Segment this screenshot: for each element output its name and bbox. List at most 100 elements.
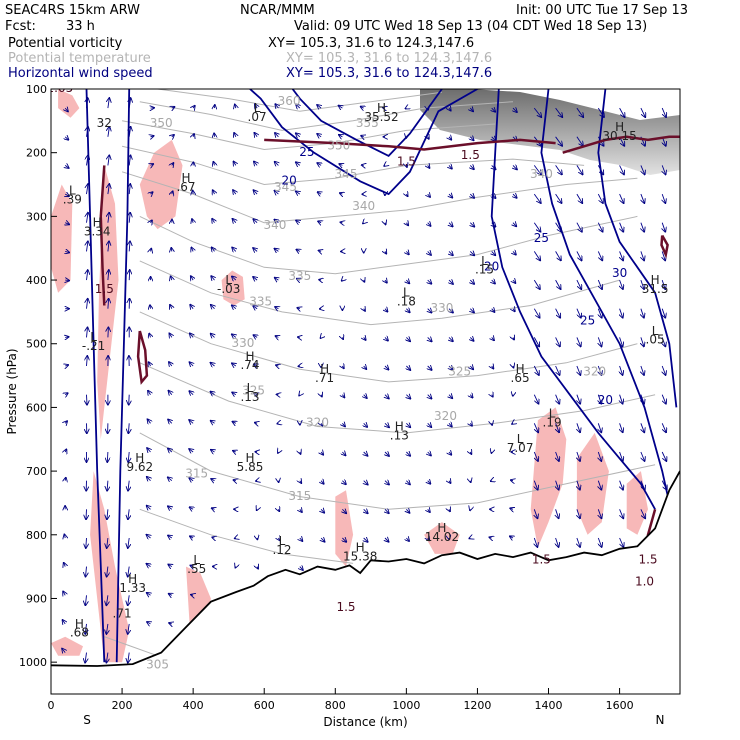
wind-vector-161	[232, 334, 236, 337]
wind-label-3: 20	[484, 260, 499, 274]
wind-vector-366	[513, 165, 517, 169]
extremum-letter-15: L	[247, 381, 254, 395]
wind-vector-171	[254, 133, 257, 137]
extremum-value-1: .07	[248, 110, 267, 124]
wind-vector-403	[555, 308, 561, 318]
wind-vector-160	[232, 305, 236, 308]
wind-vector-202	[278, 538, 280, 540]
wind-vector-287	[406, 194, 407, 196]
wind-vector-41	[108, 127, 110, 137]
wind-vector-301	[428, 137, 429, 139]
wind-vector-38	[85, 623, 86, 634]
extremum-value-25: .55	[187, 562, 206, 576]
wind-vector-134	[190, 566, 193, 567]
wind-vector-17	[63, 591, 65, 595]
wind-vector-266	[364, 509, 368, 513]
wind-vector-37	[85, 595, 86, 605]
pv-label-6: 1.0	[635, 575, 654, 589]
wind-vector-187	[275, 104, 278, 108]
wind-vector-372	[513, 337, 514, 339]
wind-vector-127	[190, 362, 194, 366]
wind-vector-45	[108, 241, 109, 252]
wind-vector-109	[169, 391, 172, 395]
wind-vector-458	[620, 509, 624, 518]
extremum-value-27: .71	[113, 607, 132, 621]
wind-vector-390	[533, 394, 538, 404]
theta-contour-310	[139, 508, 354, 564]
wind-vector-70	[129, 394, 130, 405]
wind-vector-459	[619, 537, 624, 547]
theta-contour-340	[121, 171, 638, 224]
wind-vector-336	[470, 223, 474, 227]
wind-vector-87	[150, 305, 151, 309]
x-tick-label-800: 800	[325, 699, 346, 712]
wind-vector-82	[151, 164, 154, 165]
wind-vector-119	[193, 134, 194, 137]
extremum-value-13: .74	[240, 358, 259, 372]
wind-vector-317	[449, 137, 451, 140]
y-axis-title: Pressure (hPa)	[5, 348, 19, 434]
wind-vector-108	[169, 362, 172, 366]
wind-vector-166	[234, 480, 236, 481]
wind-vector-312	[428, 452, 431, 456]
wind-vector-244	[342, 337, 343, 339]
wind-vector-420	[577, 337, 581, 346]
wind-vector-40	[108, 98, 109, 109]
theta-label-5: 345	[274, 180, 297, 194]
wind-vector-275	[385, 309, 388, 312]
wind-contour-20-5	[85, 89, 106, 663]
wind-vector-463	[641, 193, 645, 203]
wind-vector-42	[108, 155, 109, 166]
wind-vector-151	[212, 537, 214, 538]
theta-label-13: 325	[448, 365, 471, 379]
wind-vector-479	[662, 222, 665, 232]
extremum-value-15: .13	[240, 390, 259, 404]
wind-vector-85	[151, 249, 152, 252]
pv-label-4: 1.5	[336, 600, 355, 614]
wind-vector-59	[106, 652, 108, 663]
extremum-letter-7: L	[225, 273, 232, 287]
wind-vector-64	[129, 213, 130, 223]
field-name-theta: Potential temperature	[8, 51, 151, 66]
wind-vector-352	[492, 223, 496, 227]
wind-vector-130	[189, 449, 193, 452]
wind-vector-412	[576, 107, 583, 117]
pv-contour-4	[660, 234, 669, 259]
wind-vector-231	[321, 423, 322, 425]
wind-vector-39	[85, 652, 86, 663]
wind-vector-472	[641, 451, 645, 461]
wind-vector-205	[296, 162, 300, 165]
wind-vector-319	[449, 194, 452, 198]
wind-vector-129	[189, 420, 193, 423]
wind-vector-196	[276, 365, 278, 366]
theta-contour-325	[139, 311, 638, 383]
wind-vector-416	[576, 222, 582, 232]
wind-vector-436	[598, 337, 601, 346]
wind-vector-24	[87, 213, 89, 223]
wind-vector-35	[86, 537, 87, 548]
wind-vector-393	[534, 480, 537, 490]
wind-vector-423	[577, 423, 580, 432]
wind-vector-448	[620, 222, 624, 232]
wind-vector-258	[364, 280, 365, 282]
wind-vector-386	[533, 279, 540, 289]
wind-vector-30	[87, 394, 88, 405]
wind-vector-304	[428, 223, 431, 226]
wind-vector-61	[129, 127, 130, 137]
wind-vector-325	[449, 366, 453, 370]
wind-vector-131	[189, 478, 193, 481]
y-tick-label-100: 100	[26, 83, 47, 96]
wind-vector-223	[318, 192, 322, 194]
wind-vector-279	[385, 423, 389, 427]
theta-label-16: 320	[306, 416, 329, 430]
wind-vector-90	[148, 391, 151, 395]
endpoint-left-label: S	[83, 713, 91, 727]
extremum-letter-24: L	[279, 534, 286, 548]
extremum-value-11: .05	[646, 333, 665, 347]
wind-vector-383	[533, 193, 541, 203]
wind-vector-410	[556, 509, 559, 518]
wind-vector-484	[662, 365, 665, 375]
wind-vector-116	[169, 594, 172, 596]
wind-vector-96	[147, 564, 151, 567]
wind-label-0: 25	[299, 145, 314, 159]
